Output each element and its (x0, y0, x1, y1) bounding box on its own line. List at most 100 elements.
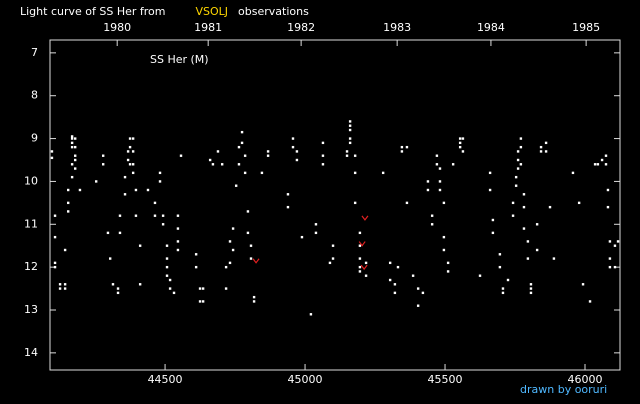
data-point (63, 248, 67, 252)
data-point (252, 295, 256, 299)
data-point (411, 274, 415, 277)
data-point (358, 231, 362, 235)
data-point (138, 283, 142, 286)
data-point (529, 291, 533, 295)
data-point (126, 158, 130, 162)
data-point (116, 287, 120, 290)
data-point (161, 223, 165, 226)
data-point (539, 145, 543, 149)
data-point (101, 154, 105, 157)
data-point (53, 261, 57, 265)
data-point (108, 257, 112, 260)
data-point (291, 137, 295, 140)
data-point (201, 287, 205, 290)
data-point (176, 240, 180, 243)
data-point (608, 240, 612, 243)
data-point (53, 214, 57, 217)
data-point (461, 137, 465, 140)
data-point (201, 300, 205, 303)
data-point (544, 150, 548, 153)
data-point (240, 141, 244, 145)
data-point (400, 145, 404, 149)
data-point (123, 175, 127, 179)
x2-tick-label: 1983 (383, 21, 411, 34)
data-point (116, 291, 120, 295)
data-point (353, 171, 357, 175)
data-point (478, 274, 482, 277)
data-point (519, 163, 523, 166)
data-point (511, 214, 515, 217)
data-point (388, 261, 392, 265)
fainter-than-point (361, 215, 369, 221)
data-point (240, 130, 244, 134)
plot-frame (49, 39, 621, 371)
data-point (179, 154, 183, 157)
fainter-than-point (360, 264, 368, 271)
data-point (172, 291, 176, 295)
data-point (101, 163, 105, 166)
data-point (111, 283, 115, 286)
data-point (138, 244, 142, 247)
data-point (220, 163, 224, 166)
data-point (616, 240, 620, 243)
data-point (70, 141, 74, 145)
data-point (364, 261, 368, 265)
data-point (348, 124, 352, 127)
data-point (66, 188, 70, 192)
data-point (491, 218, 495, 222)
data-point (128, 163, 132, 166)
data-point (577, 201, 581, 205)
data-point (388, 278, 392, 282)
data-point (260, 171, 264, 175)
data-point (421, 291, 425, 295)
data-point (66, 210, 70, 213)
fainter-than-point (358, 241, 366, 247)
data-point (606, 205, 610, 209)
data-point (70, 163, 74, 166)
data-point (126, 150, 130, 153)
data-point (345, 154, 349, 157)
data-point (548, 205, 552, 209)
data-point (353, 201, 357, 205)
data-point (613, 244, 617, 247)
data-point (176, 227, 180, 230)
data-point (73, 158, 77, 162)
data-point (328, 261, 332, 265)
data-point (321, 163, 325, 166)
data-point (393, 283, 397, 286)
data-point (396, 265, 400, 269)
data-point (224, 265, 228, 269)
data-point (300, 235, 304, 239)
data-point (348, 141, 352, 145)
data-point (228, 261, 232, 265)
credit: drawn by ooruri (520, 383, 607, 396)
data-point (348, 137, 352, 140)
data-point (491, 231, 495, 235)
data-point (511, 201, 515, 205)
data-point (295, 150, 299, 153)
data-point (266, 150, 270, 153)
data-point (458, 145, 462, 149)
data-point (128, 145, 132, 149)
data-point (514, 184, 518, 187)
data-point (516, 158, 520, 162)
data-point (458, 137, 462, 140)
data-point (498, 265, 502, 269)
x-tick-label: 45500 (428, 373, 463, 386)
data-point (286, 193, 290, 196)
data-point (73, 154, 77, 157)
data-point (70, 175, 74, 179)
data-point (243, 154, 247, 157)
data-point (535, 223, 539, 226)
data-point (442, 248, 446, 252)
data-point (168, 278, 172, 282)
data-point (237, 163, 241, 166)
data-point (165, 265, 169, 269)
data-point (446, 261, 450, 265)
data-point (613, 265, 617, 269)
data-point (426, 188, 430, 192)
data-point (134, 188, 138, 192)
data-point (522, 193, 526, 196)
